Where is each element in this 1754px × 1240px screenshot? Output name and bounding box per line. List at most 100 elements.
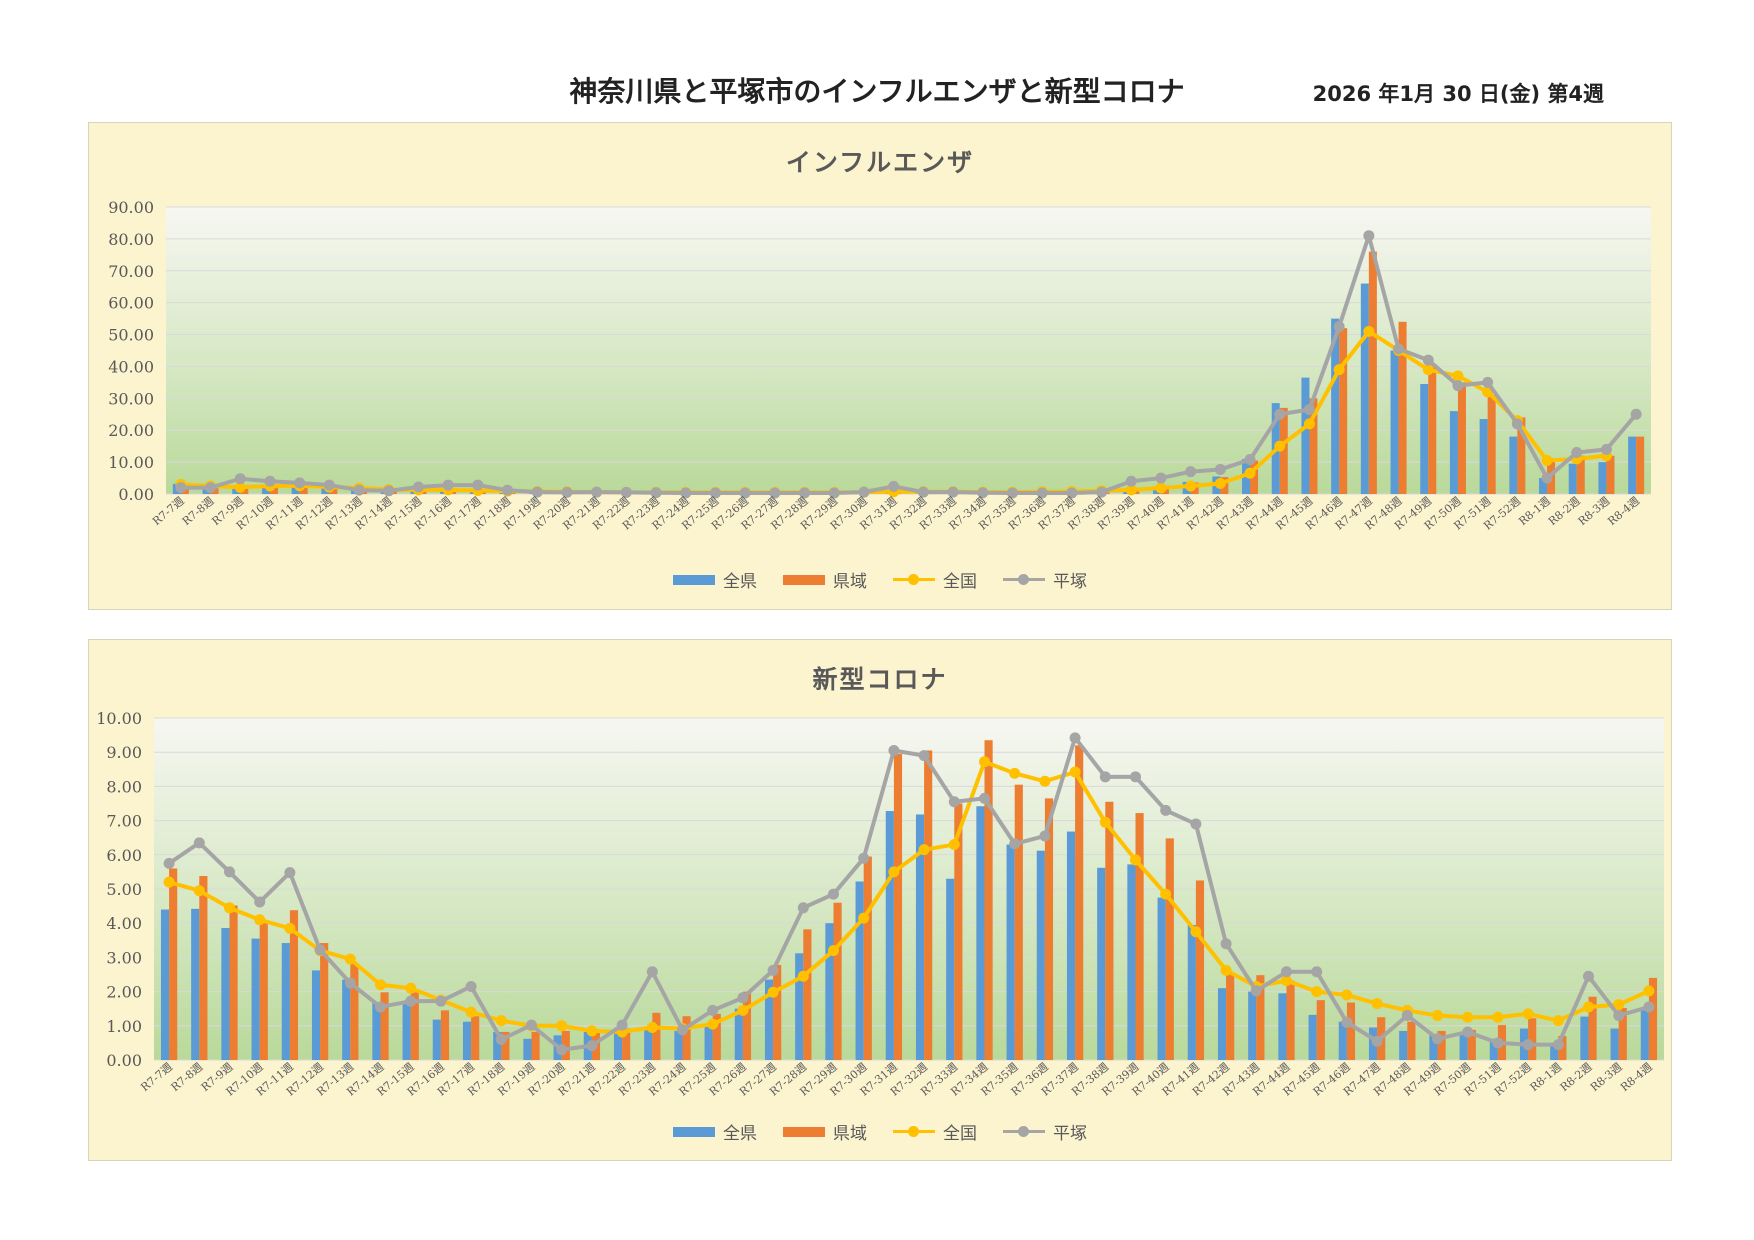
point-zenkoku	[1333, 364, 1345, 376]
point-hiratsuka	[888, 744, 900, 756]
bar-zenken	[644, 1027, 653, 1060]
point-zenkoku	[1541, 455, 1553, 467]
point-hiratsuka	[495, 1033, 507, 1045]
point-hiratsuka	[1511, 418, 1523, 430]
legend-item-zenken: 全県	[673, 1119, 757, 1144]
bar-kenjo	[1407, 1021, 1416, 1060]
point-zenkoku	[1522, 1008, 1534, 1020]
point-hiratsuka	[616, 1019, 628, 1031]
y-tick-label: 8.00	[106, 777, 142, 796]
bar-zenken	[976, 806, 985, 1060]
y-tick-label: 7.00	[106, 812, 142, 831]
point-hiratsuka	[234, 473, 246, 485]
x-tick-label: R8-4週	[1605, 494, 1642, 528]
point-zenkoku	[979, 756, 990, 768]
legend-label-kenjo: 県域	[833, 572, 867, 592]
bar-kenjo	[1014, 784, 1023, 1060]
bar-kenjo	[410, 992, 419, 1060]
point-hiratsuka	[1541, 472, 1553, 484]
bar-zenken	[734, 1008, 743, 1060]
point-zenkoku	[1039, 775, 1051, 787]
point-zenkoku	[224, 902, 235, 914]
bar-zenken	[1420, 383, 1429, 494]
point-zenkoku	[646, 1022, 658, 1034]
point-hiratsuka	[502, 484, 514, 496]
x-tick-label: R8-2週	[1558, 1060, 1595, 1094]
legend-label-zenkoku: 全国	[943, 572, 977, 592]
legend-swatch-zenken	[673, 1126, 715, 1137]
influenza-legend: 全県 県域 全国 平塚	[89, 567, 1671, 592]
point-hiratsuka	[1492, 1037, 1504, 1049]
point-hiratsuka	[1341, 1016, 1353, 1028]
point-zenkoku	[1303, 418, 1315, 430]
bar-kenjo	[1467, 1029, 1476, 1060]
point-hiratsuka	[680, 487, 692, 499]
point-hiratsuka	[254, 896, 266, 908]
bar-zenken	[342, 979, 351, 1060]
bar-zenken	[1628, 436, 1637, 494]
bar-zenken	[1127, 864, 1136, 1060]
point-hiratsuka	[1066, 487, 1078, 499]
point-zenkoku	[344, 953, 356, 965]
point-hiratsuka	[1452, 380, 1464, 392]
legend-swatch-kenjo	[783, 574, 825, 585]
bar-kenjo	[863, 856, 872, 1060]
bar-zenken	[1331, 318, 1340, 494]
legend-label-zenken: 全県	[723, 1124, 757, 1144]
point-hiratsuka	[1482, 376, 1494, 388]
bar-kenjo	[531, 1031, 540, 1060]
point-zenkoku	[1341, 989, 1353, 1001]
point-hiratsuka	[1190, 818, 1202, 830]
point-zenkoku	[193, 885, 205, 897]
bar-kenjo	[1135, 813, 1144, 1060]
bar-zenken	[1610, 1028, 1619, 1060]
point-hiratsuka	[709, 487, 721, 499]
point-hiratsuka	[1630, 408, 1642, 420]
point-hiratsuka	[858, 852, 870, 864]
bar-zenken	[915, 814, 925, 1060]
bar-zenken	[764, 979, 774, 1060]
bar-kenjo	[682, 1016, 691, 1060]
bar-zenken	[1568, 463, 1577, 494]
x-tick-label: R8-3週	[1588, 1060, 1625, 1094]
point-hiratsuka	[1393, 343, 1405, 355]
y-tick-label: 1.00	[106, 1017, 142, 1036]
bar-zenken	[1006, 844, 1015, 1060]
point-zenkoku	[254, 914, 266, 926]
bar-kenjo	[1044, 798, 1054, 1060]
bar-kenjo	[320, 943, 329, 1060]
point-hiratsuka	[1155, 472, 1167, 484]
y-tick-label: 2.00	[106, 983, 142, 1002]
bar-kenjo	[1075, 745, 1084, 1060]
point-hiratsuka	[1371, 1035, 1383, 1047]
bar-kenjo	[350, 963, 359, 1060]
bar-zenken	[1459, 1034, 1468, 1060]
point-zenkoku	[737, 1004, 749, 1016]
point-zenkoku	[918, 844, 930, 856]
bar-zenken	[221, 927, 230, 1060]
point-zenkoku	[1160, 888, 1172, 900]
point-hiratsuka	[465, 980, 477, 992]
point-hiratsuka	[1036, 487, 1048, 499]
y-tick-label: 4.00	[106, 914, 142, 933]
bar-kenjo	[289, 910, 299, 1060]
bar-zenken	[1066, 831, 1076, 1060]
x-tick-label: R8-3週	[1576, 494, 1613, 528]
bar-kenjo	[1517, 417, 1526, 494]
bar-kenjo	[380, 992, 389, 1060]
point-hiratsuka	[412, 481, 424, 493]
x-tick-label: R8-1週	[1528, 1060, 1565, 1094]
bar-kenjo	[471, 1016, 480, 1060]
point-zenkoku	[234, 481, 246, 493]
bar-zenken	[1036, 850, 1045, 1060]
legend-swatch-zenken	[673, 574, 715, 585]
point-hiratsuka	[620, 486, 632, 498]
point-zenkoku	[797, 970, 809, 982]
point-zenkoku	[1185, 480, 1197, 492]
point-hiratsuka	[977, 487, 989, 499]
bar-zenken	[191, 908, 200, 1060]
point-zenkoku	[586, 1025, 598, 1037]
point-hiratsuka	[797, 902, 809, 914]
point-hiratsuka	[561, 486, 573, 498]
bar-kenjo	[259, 922, 268, 1060]
